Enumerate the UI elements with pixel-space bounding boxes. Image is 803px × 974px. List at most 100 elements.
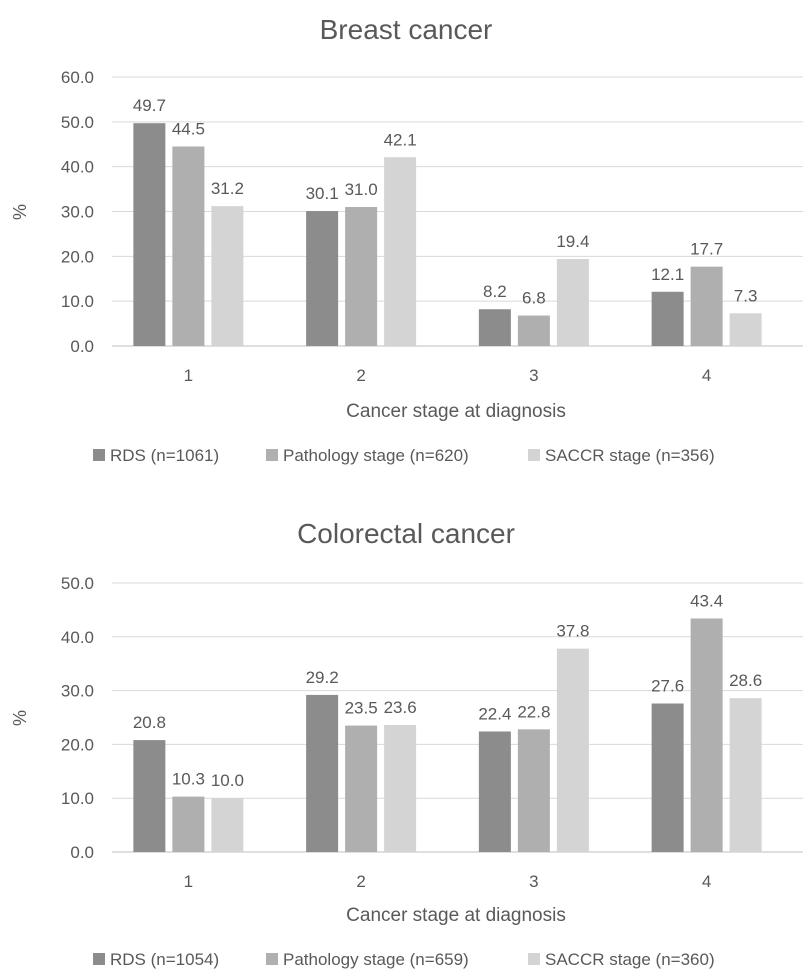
x-tick-label: 1 [184,872,193,891]
legend-label: Pathology stage (n=620) [283,446,469,465]
bar [651,703,684,852]
bar [729,313,762,346]
data-label: 8.2 [483,282,507,301]
bar [133,740,166,852]
chart-title: Colorectal cancer [297,518,515,549]
data-label: 10.3 [172,770,205,789]
bar [306,211,339,346]
y-axis-label: % [10,710,30,726]
legend-label: SACCR stage (n=360) [545,950,715,969]
y-tick-label: 0.0 [70,843,94,862]
bar [384,157,417,346]
data-label: 23.5 [345,699,378,718]
bar [478,309,511,346]
data-label: 31.0 [345,180,378,199]
bar [690,618,723,852]
bar [729,698,762,852]
data-labels: 49.7 44.5 31.2 30.1 31.0 42.1 8.2 6.8 19.4 12.1 17… [133,96,758,307]
x-tick-label: 2 [356,872,365,891]
data-label: 31.2 [211,179,244,198]
y-tick-label: 20.0 [61,735,94,754]
x-tick-label: 4 [702,872,711,891]
bar [345,207,378,346]
x-axis-label: Cancer stage at diagnosis [346,905,566,926]
data-label: 22.4 [478,704,511,723]
legend-swatch [528,449,540,461]
bar [651,291,684,346]
y-tick-labels: 0.0 10.0 20.0 30.0 40.0 50.0 60.0 [61,68,94,356]
chart-title: Breast cancer [320,14,493,45]
legend-swatch [528,953,540,965]
data-label: 7.3 [734,286,758,305]
y-tick-label: 50.0 [61,574,94,593]
bar [133,123,166,346]
legend-item: SACCR stage (n=356) [528,446,715,465]
y-tick-label: 10.0 [61,789,94,808]
data-label: 19.4 [556,232,589,251]
data-label: 44.5 [172,119,205,138]
legend-item: SACCR stage (n=360) [528,950,715,969]
data-label: 27.6 [651,677,684,696]
y-axis-label: % [10,204,30,220]
legend: RDS (n=1054) Pathology stage (n=659) SACCR… [93,950,715,969]
x-axis-label: Cancer stage at diagnosis [346,401,566,422]
legend-swatch [93,953,105,965]
colorectal-cancer-chart: Colorectal cancer 0.0 10.0 20.0 30.0 40.0 50.… [10,518,803,969]
bar [478,731,511,852]
legend-item: Pathology stage (n=620) [266,446,469,465]
bar [172,796,205,852]
y-tick-label: 30.0 [61,682,94,701]
legend-label: SACCR stage (n=356) [545,446,715,465]
legend-swatch [93,449,105,461]
data-label: 28.6 [729,671,762,690]
y-tick-label: 40.0 [61,628,94,647]
data-label: 37.8 [556,622,589,641]
bars [133,618,762,852]
y-tick-label: 40.0 [61,158,94,177]
legend-item: RDS (n=1061) [93,446,219,465]
data-label: 17.7 [690,240,723,259]
legend-label: RDS (n=1054) [110,950,219,969]
x-tick-label: 2 [356,366,365,385]
data-label: 42.1 [384,130,417,149]
bar [556,648,589,852]
y-tick-label: 20.0 [61,247,94,266]
bar [517,729,550,852]
x-tick-label: 1 [184,366,193,385]
data-labels: 20.8 10.3 10.0 29.2 23.5 23.6 22.4 22.8 37.8 27.6… [133,592,762,791]
bar [345,725,378,852]
data-label: 10.0 [211,771,244,790]
bar [211,206,244,346]
data-label: 20.8 [133,713,166,732]
data-label: 29.2 [306,668,339,687]
legend-label: RDS (n=1061) [110,446,219,465]
x-tick-label: 4 [702,366,711,385]
bars [133,123,762,346]
bar [556,259,589,346]
bar [384,725,417,852]
x-tick-labels: 1 2 3 4 [184,366,712,385]
bar [172,146,205,346]
y-tick-label: 30.0 [61,203,94,222]
bar [517,315,550,346]
breast-cancer-chart: Breast cancer 0.0 10.0 20.0 30.0 40.0 50.0 60.… [10,14,803,465]
y-tick-label: 60.0 [61,68,94,87]
bar [211,798,244,852]
legend-item: RDS (n=1054) [93,950,219,969]
data-label: 12.1 [651,265,684,284]
bar [306,694,339,852]
legend-label: Pathology stage (n=659) [283,950,469,969]
x-tick-labels: 1 2 3 4 [184,872,712,891]
data-label: 43.4 [690,592,723,611]
x-tick-label: 3 [529,366,538,385]
y-tick-label: 50.0 [61,113,94,132]
data-label: 6.8 [522,289,546,308]
bar [690,266,723,346]
y-tick-labels: 0.0 10.0 20.0 30.0 40.0 50.0 [61,574,94,862]
data-label: 30.1 [306,184,339,203]
data-label: 23.6 [384,698,417,717]
data-label: 49.7 [133,96,166,115]
legend-swatch [266,953,278,965]
legend: RDS (n=1061) Pathology stage (n=620) SACCR… [93,446,715,465]
x-tick-label: 3 [529,872,538,891]
